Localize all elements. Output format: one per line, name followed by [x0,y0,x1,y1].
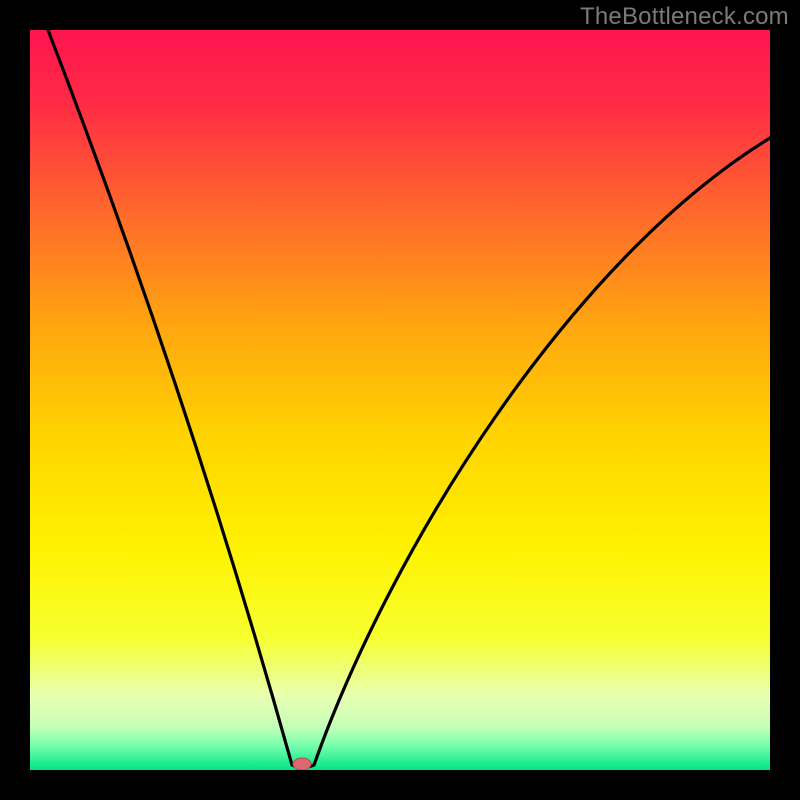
watermark-text: TheBottleneck.com [580,3,789,31]
apex-marker [293,758,311,770]
plot-area [30,30,770,770]
gradient-background [30,30,770,770]
